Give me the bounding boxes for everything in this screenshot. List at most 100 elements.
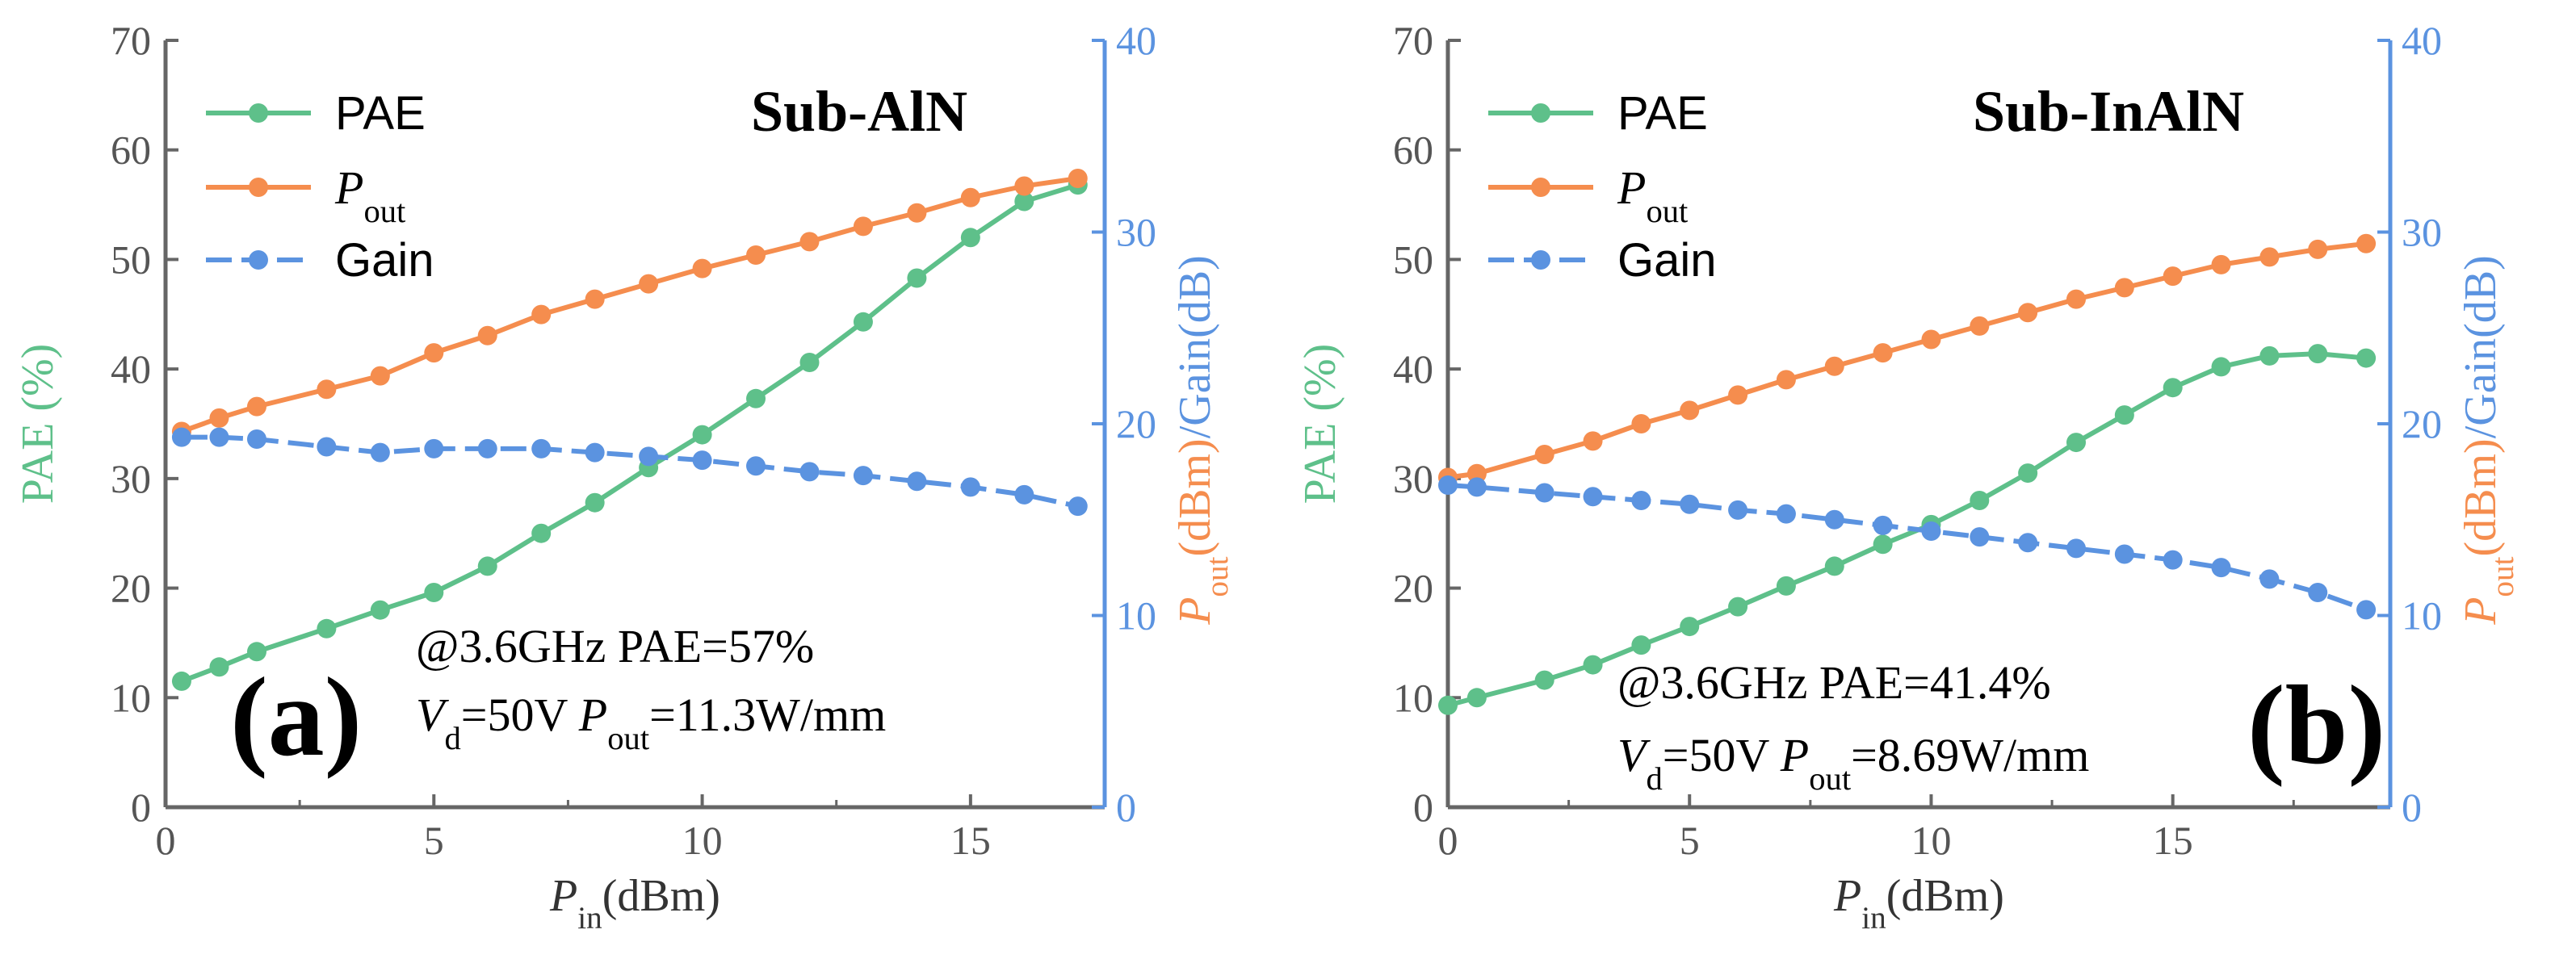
data-point-pout — [370, 366, 390, 386]
data-point-pout — [1921, 329, 1941, 350]
data-point-pout — [2066, 289, 2086, 309]
data-point-pout — [2018, 303, 2038, 323]
series-line-gain — [181, 434, 1079, 509]
y-left-tick-label: 40 — [1393, 346, 1433, 391]
data-point-pae — [1873, 534, 1893, 555]
data-point-pout — [2211, 254, 2231, 274]
data-point-gain — [907, 471, 927, 492]
data-point-gain — [477, 438, 497, 458]
y-left-tick-label: 20 — [111, 566, 151, 611]
chart-panel-b: 0 5 10 15 0 10 20 30 40 50 60 70 0 10 20 30 40 Pin(dBm) PA… — [1295, 18, 2520, 936]
data-point-gain — [1873, 515, 1893, 535]
data-point-gain — [1824, 509, 1844, 530]
panel-label: (a) — [230, 655, 362, 780]
data-point-gain — [1631, 491, 1651, 510]
data-point-pout — [1824, 356, 1844, 376]
data-point-pae — [171, 671, 191, 691]
legend-marker-pae — [249, 103, 268, 123]
y-left-tick-label: 30 — [1393, 456, 1433, 501]
x-axis-label: Pin(dBm) — [549, 871, 720, 936]
data-point-pae — [370, 600, 390, 620]
y-right-tick-label: 10 — [2402, 593, 2442, 639]
data-point-gain — [1921, 521, 1941, 541]
legend-label-pae: PAE — [335, 87, 426, 140]
y-left-tick-label: 60 — [1393, 128, 1433, 173]
data-point-gain — [2211, 558, 2231, 578]
data-point-gain — [2066, 538, 2086, 559]
data-point-pout — [2163, 266, 2183, 287]
sample-title: Sub-AlN — [751, 79, 967, 144]
series-line-pae — [1447, 351, 2367, 708]
data-point-pout — [1068, 169, 1088, 188]
annotation-line2: Vd=50V Pout=11.3W/mm — [416, 689, 886, 756]
data-point-gain — [2259, 569, 2280, 589]
data-point-gain — [317, 437, 337, 457]
y-left-tick-label: 20 — [1393, 566, 1433, 611]
data-point-pae — [1824, 556, 1844, 576]
data-point-pout — [1873, 343, 1893, 363]
data-point-pae — [1466, 688, 1487, 708]
data-point-gain — [424, 438, 444, 458]
data-point-gain — [960, 477, 980, 497]
data-point-pae — [1680, 617, 1700, 637]
y-left-tick-label: 50 — [1393, 237, 1433, 282]
data-point-pout — [1970, 316, 1990, 336]
data-point-gain — [370, 442, 390, 463]
data-point-pout — [1534, 445, 1554, 464]
series-line-pout — [180, 176, 1079, 434]
data-point-pout — [1776, 370, 1796, 390]
y-right-tick-label: 0 — [1116, 785, 1136, 830]
x-tick-label: 10 — [682, 818, 723, 863]
annotation-line2: Vd=50V Pout=8.69W/mm — [1617, 729, 2089, 797]
legend-marker-pout — [249, 178, 268, 197]
data-point-pout — [907, 203, 927, 223]
annotation-line1: @3.6GHz PAE=57% — [416, 620, 814, 672]
data-point-pout — [1728, 385, 1748, 405]
legend-label-pout: Pout — [334, 161, 406, 229]
data-point-gain — [1068, 496, 1088, 517]
data-point-pout — [531, 304, 552, 324]
data-point-pout — [2114, 278, 2134, 298]
data-point-pae — [531, 523, 552, 543]
y-right-tick-label: 30 — [1116, 210, 1156, 255]
data-point-pout — [960, 187, 980, 207]
y-right-tick-label: 20 — [1116, 401, 1156, 446]
data-point-gain — [1438, 475, 1458, 495]
data-point-pae — [317, 618, 337, 639]
y-left-tick-label: 10 — [1393, 675, 1433, 720]
data-point-gain — [209, 427, 229, 447]
data-point-pout — [746, 245, 766, 265]
sample-title: Sub-InAlN — [1973, 79, 2244, 144]
y-left-tick-label: 0 — [131, 785, 151, 830]
x-axis-label: Pin(dBm) — [1833, 871, 2004, 936]
legend-marker-gain — [249, 250, 268, 270]
data-point-gain — [799, 462, 820, 482]
data-point-pae — [1534, 670, 1554, 690]
x-tick-label: 10 — [1911, 818, 1951, 863]
data-point-pout — [1631, 414, 1651, 433]
data-point-pae — [2259, 345, 2280, 366]
data-point-gain — [1466, 477, 1487, 497]
y-left-tick-label: 50 — [111, 237, 151, 282]
data-point-pout — [477, 325, 497, 345]
data-point-gain — [2308, 583, 2328, 602]
legend-marker-gain — [1531, 250, 1550, 270]
data-point-pout — [317, 379, 337, 400]
data-point-gain — [531, 438, 552, 458]
data-point-gain — [1970, 527, 1990, 547]
data-point-gain — [1583, 487, 1603, 507]
data-point-pae — [2018, 463, 2038, 484]
data-point-pae — [2308, 344, 2328, 364]
y-right-tick-label: 30 — [2402, 210, 2442, 255]
y-left-axis-label: PAE (%) — [13, 344, 63, 505]
data-point-pae — [960, 228, 980, 248]
data-point-pae — [799, 353, 820, 372]
legend-label-gain: Gain — [1617, 234, 1717, 287]
data-point-pout — [2259, 247, 2280, 267]
y-left-tick-label: 70 — [111, 18, 151, 63]
data-point-pae — [907, 268, 927, 288]
x-tick-label: 5 — [424, 818, 444, 863]
data-point-pout — [1466, 463, 1487, 484]
data-point-pae — [209, 657, 229, 677]
data-point-gain — [171, 427, 191, 447]
